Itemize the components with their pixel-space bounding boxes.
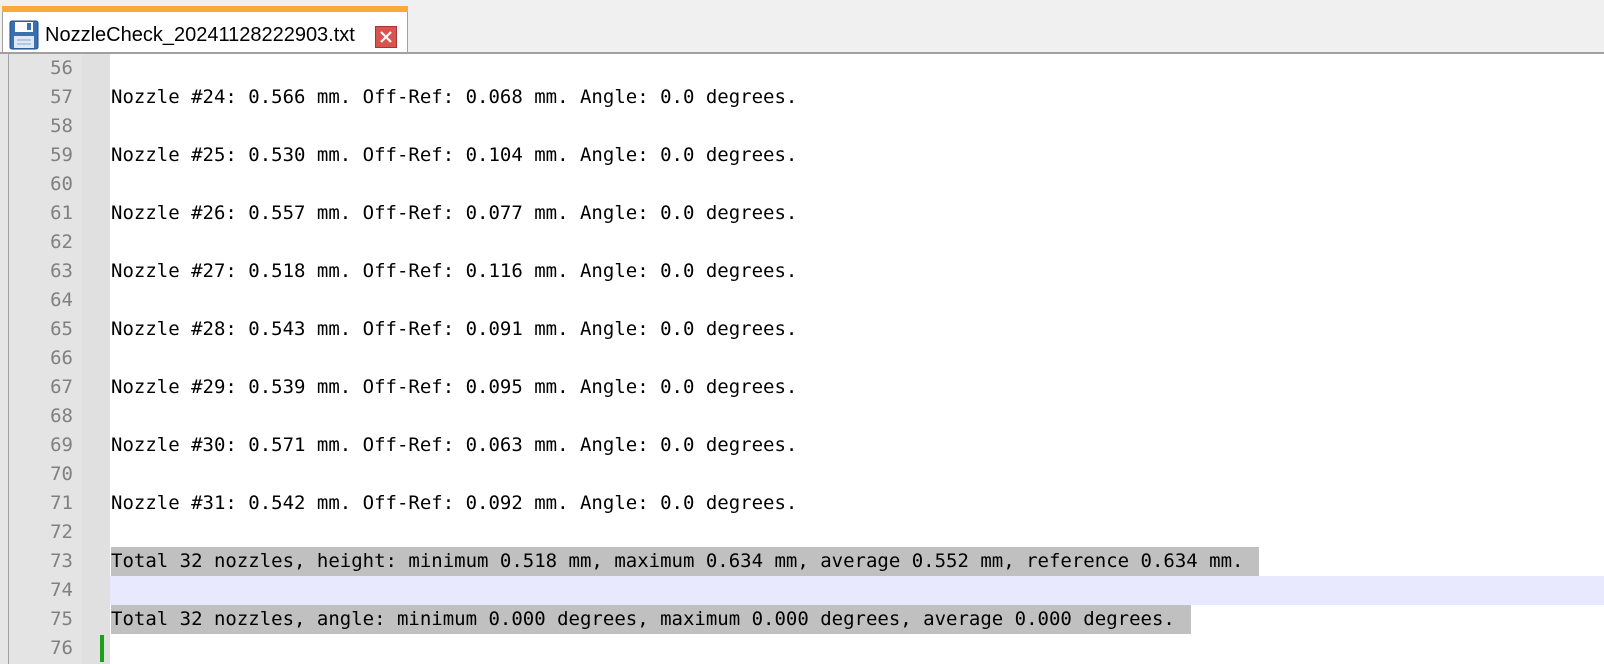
- editor-line[interactable]: 74: [0, 576, 1604, 605]
- document-tab[interactable]: NozzleCheck_20241128222903.txt: [2, 6, 408, 52]
- line-number: 68: [50, 405, 73, 427]
- line-text: Nozzle #25: 0.530 mm. Off-Ref: 0.104 mm.…: [111, 144, 798, 166]
- line-number: 56: [50, 57, 73, 79]
- line-number: 73: [50, 550, 73, 572]
- editor-line[interactable]: 75 Total 32 nozzles, angle: minimum 0.00…: [0, 605, 1604, 634]
- editor-line[interactable]: 62: [0, 228, 1604, 257]
- line-number: 76: [50, 637, 73, 659]
- line-number: 71: [50, 492, 73, 514]
- editor-line[interactable]: 56: [0, 54, 1604, 83]
- line-number: 65: [50, 318, 73, 340]
- editor-line[interactable]: 59 Nozzle #25: 0.530 mm. Off-Ref: 0.104 …: [0, 141, 1604, 170]
- editor-line[interactable]: 76: [0, 634, 1604, 663]
- line-number: 59: [50, 144, 73, 166]
- line-number: 67: [50, 376, 73, 398]
- line-text: Nozzle #31: 0.542 mm. Off-Ref: 0.092 mm.…: [111, 492, 798, 514]
- line-number-gutter[interactable]: [9, 54, 82, 664]
- editor-line[interactable]: 58: [0, 112, 1604, 141]
- line-number: 60: [50, 173, 73, 195]
- editor-line[interactable]: 68: [0, 402, 1604, 431]
- line-number: 62: [50, 231, 73, 253]
- editor-line[interactable]: 64: [0, 286, 1604, 315]
- line-text: Nozzle #26: 0.557 mm. Off-Ref: 0.077 mm.…: [111, 202, 798, 224]
- close-icon[interactable]: [375, 26, 397, 48]
- line-text-selected: Total 32 nozzles, height: minimum 0.518 …: [111, 547, 1260, 576]
- editor-line[interactable]: 73 Total 32 nozzles, height: minimum 0.5…: [0, 547, 1604, 576]
- fold-margin[interactable]: [82, 54, 110, 664]
- tab-title: NozzleCheck_20241128222903.txt: [45, 24, 355, 46]
- line-text: Nozzle #28: 0.543 mm. Off-Ref: 0.091 mm.…: [111, 318, 798, 340]
- editor-line[interactable]: 67 Nozzle #29: 0.539 mm. Off-Ref: 0.095 …: [0, 373, 1604, 402]
- line-number: 75: [50, 608, 73, 630]
- editor-line[interactable]: 63 Nozzle #27: 0.518 mm. Off-Ref: 0.116 …: [0, 257, 1604, 286]
- line-text: Nozzle #29: 0.539 mm. Off-Ref: 0.095 mm.…: [111, 376, 798, 398]
- line-number: 74: [50, 579, 73, 601]
- editor-line[interactable]: 61 Nozzle #26: 0.557 mm. Off-Ref: 0.077 …: [0, 199, 1604, 228]
- editor-line[interactable]: 57 Nozzle #24: 0.566 mm. Off-Ref: 0.068 …: [0, 83, 1604, 112]
- editor-border: [0, 54, 9, 664]
- text-editor[interactable]: 56 57 Nozzle #24: 0.566 mm. Off-Ref: 0.0…: [0, 54, 1604, 664]
- editor-line[interactable]: 72: [0, 518, 1604, 547]
- tab-bar: NozzleCheck_20241128222903.txt: [0, 0, 1604, 54]
- floppy-save-icon: [9, 20, 39, 50]
- editor-line[interactable]: 66: [0, 344, 1604, 373]
- active-tab-indicator: [2, 6, 408, 12]
- line-number: 63: [50, 260, 73, 282]
- line-number: 57: [50, 86, 73, 108]
- editor-line[interactable]: 70: [0, 460, 1604, 489]
- text-caret: [100, 635, 104, 662]
- line-number: 70: [50, 463, 73, 485]
- editor-line[interactable]: 60: [0, 170, 1604, 199]
- line-number: 61: [50, 202, 73, 224]
- line-number: 66: [50, 347, 73, 369]
- editor-line[interactable]: 71 Nozzle #31: 0.542 mm. Off-Ref: 0.092 …: [0, 489, 1604, 518]
- editor-line[interactable]: 69 Nozzle #30: 0.571 mm. Off-Ref: 0.063 …: [0, 431, 1604, 460]
- line-number: 64: [50, 289, 73, 311]
- current-line-highlight: [110, 576, 1604, 605]
- line-text: Nozzle #30: 0.571 mm. Off-Ref: 0.063 mm.…: [111, 434, 798, 456]
- editor-line[interactable]: 65 Nozzle #28: 0.543 mm. Off-Ref: 0.091 …: [0, 315, 1604, 344]
- line-text-selected: Total 32 nozzles, angle: minimum 0.000 d…: [111, 605, 1191, 634]
- line-number: 69: [50, 434, 73, 456]
- line-number: 72: [50, 521, 73, 543]
- line-text: Nozzle #27: 0.518 mm. Off-Ref: 0.116 mm.…: [111, 260, 798, 282]
- line-number: 58: [50, 115, 73, 137]
- line-text: Nozzle #24: 0.566 mm. Off-Ref: 0.068 mm.…: [111, 86, 798, 108]
